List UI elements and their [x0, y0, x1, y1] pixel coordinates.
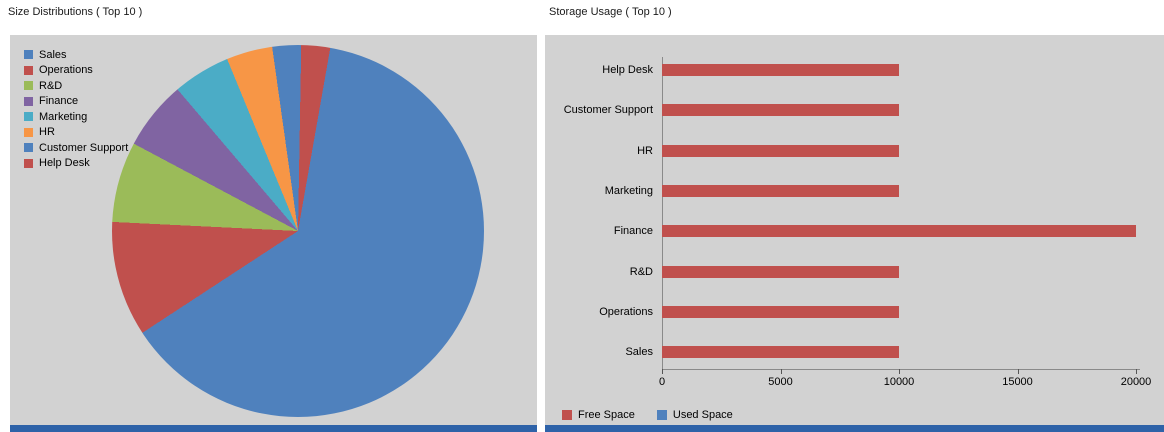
bar-free-space [662, 64, 899, 76]
legend-label: Used Space [672, 408, 733, 421]
legend-swatch [656, 409, 667, 420]
x-axis-tick-mark [1136, 369, 1137, 374]
bar-free-space [662, 265, 899, 278]
bar-free-space [662, 225, 1136, 238]
legend-swatch [562, 409, 572, 420]
bar-row: Help Desk [545, 63, 1164, 77]
x-axis-tick-mark [1017, 369, 1019, 374]
legend-swatch [24, 158, 33, 168]
x-axis-tick-mark [662, 369, 663, 374]
legend-swatch [24, 143, 33, 153]
x-axis-line [662, 369, 1140, 370]
bar-category-label: Finance [613, 225, 653, 238]
size-distributions-panel: Size Distributions ( Top 10 ) Sales Opera… [0, 0, 537, 432]
legend-swatch [24, 81, 33, 91]
pie-chart [112, 45, 484, 417]
bar-row: R&D [545, 265, 1164, 279]
legend-item: Marketing [24, 109, 128, 125]
legend-item: Operations [24, 63, 128, 79]
bar-row: Finance [545, 224, 1164, 238]
bar-category-label: Help Desk [602, 64, 653, 76]
bar-row: HR [545, 144, 1164, 158]
legend-label: Free Space [578, 408, 635, 421]
bar-chart-legend: Free Space Used Space [562, 407, 733, 423]
legend-swatch [24, 127, 33, 137]
legend-label: Help Desk [39, 157, 90, 170]
bar-free-space [662, 346, 899, 359]
x-axis-tick-label: 5000 [768, 376, 793, 388]
bar-chart-plot: Help Desk Customer Support HR Marketing Fina… [545, 35, 1164, 432]
pie-legend: Sales Operations R&D Finance Marketing HR Cust… [24, 47, 128, 171]
legend-item: Used Space [656, 407, 733, 423]
bar-row: Sales [545, 345, 1164, 359]
legend-label: Operations [39, 64, 93, 77]
bar-row: Marketing [545, 184, 1164, 198]
bar-category-label: Sales [625, 346, 653, 359]
legend-item: Free Space [562, 407, 635, 423]
legend-label: Marketing [39, 110, 88, 123]
legend-swatch [24, 65, 33, 75]
legend-item: R&D [24, 78, 128, 94]
legend-label: R&D [39, 79, 63, 92]
panel-title-size-distributions: Size Distributions ( Top 10 ) [8, 6, 143, 18]
storage-usage-panel: Storage Usage ( Top 10 ) Help Desk Custom… [545, 0, 1164, 432]
bar-row: Operations [545, 305, 1164, 319]
bar-row: Customer Support [545, 103, 1164, 117]
bar-category-label: HR [637, 144, 653, 157]
bar-category-label: Marketing [604, 184, 653, 197]
legend-swatch [24, 112, 33, 122]
horizontal-scrollbar[interactable] [10, 425, 537, 432]
legend-item: HR [24, 125, 128, 141]
pie-chart-area: Sales Operations R&D Finance Marketing HR Cust… [10, 35, 537, 432]
x-axis-tick-mark [899, 369, 900, 374]
legend-label: Customer Support [39, 141, 129, 154]
legend-item: Help Desk [24, 156, 128, 172]
legend-label: HR [39, 126, 55, 139]
legend-item: Sales [24, 47, 128, 63]
bar-category-label: Customer Support [563, 104, 653, 117]
legend-swatch [24, 96, 33, 106]
x-axis-tick-label: 10000 [883, 376, 915, 388]
y-axis-line [662, 57, 663, 370]
panel-title-storage-usage: Storage Usage ( Top 10 ) [549, 6, 672, 18]
x-axis-tick-label: 20000 [1120, 376, 1152, 388]
legend-label: Sales [39, 48, 67, 61]
bar-free-space [662, 184, 899, 197]
legend-item: Finance [24, 94, 128, 110]
legend-swatch [24, 50, 33, 60]
bar-chart-area: Help Desk Customer Support HR Marketing Fina… [545, 35, 1164, 432]
horizontal-scrollbar[interactable] [545, 425, 1164, 432]
bar-category-label: R&D [629, 265, 653, 278]
bar-category-label: Operations [599, 305, 653, 318]
bar-free-space [662, 305, 899, 318]
bar-free-space [662, 104, 899, 117]
x-axis-tick-label: 0 [658, 376, 666, 388]
legend-item: Customer Support [24, 140, 128, 156]
x-axis-tick-label: 15000 [1002, 376, 1033, 388]
legend-label: Finance [39, 95, 79, 108]
bar-free-space [662, 144, 899, 157]
x-axis-tick-mark [780, 369, 782, 374]
